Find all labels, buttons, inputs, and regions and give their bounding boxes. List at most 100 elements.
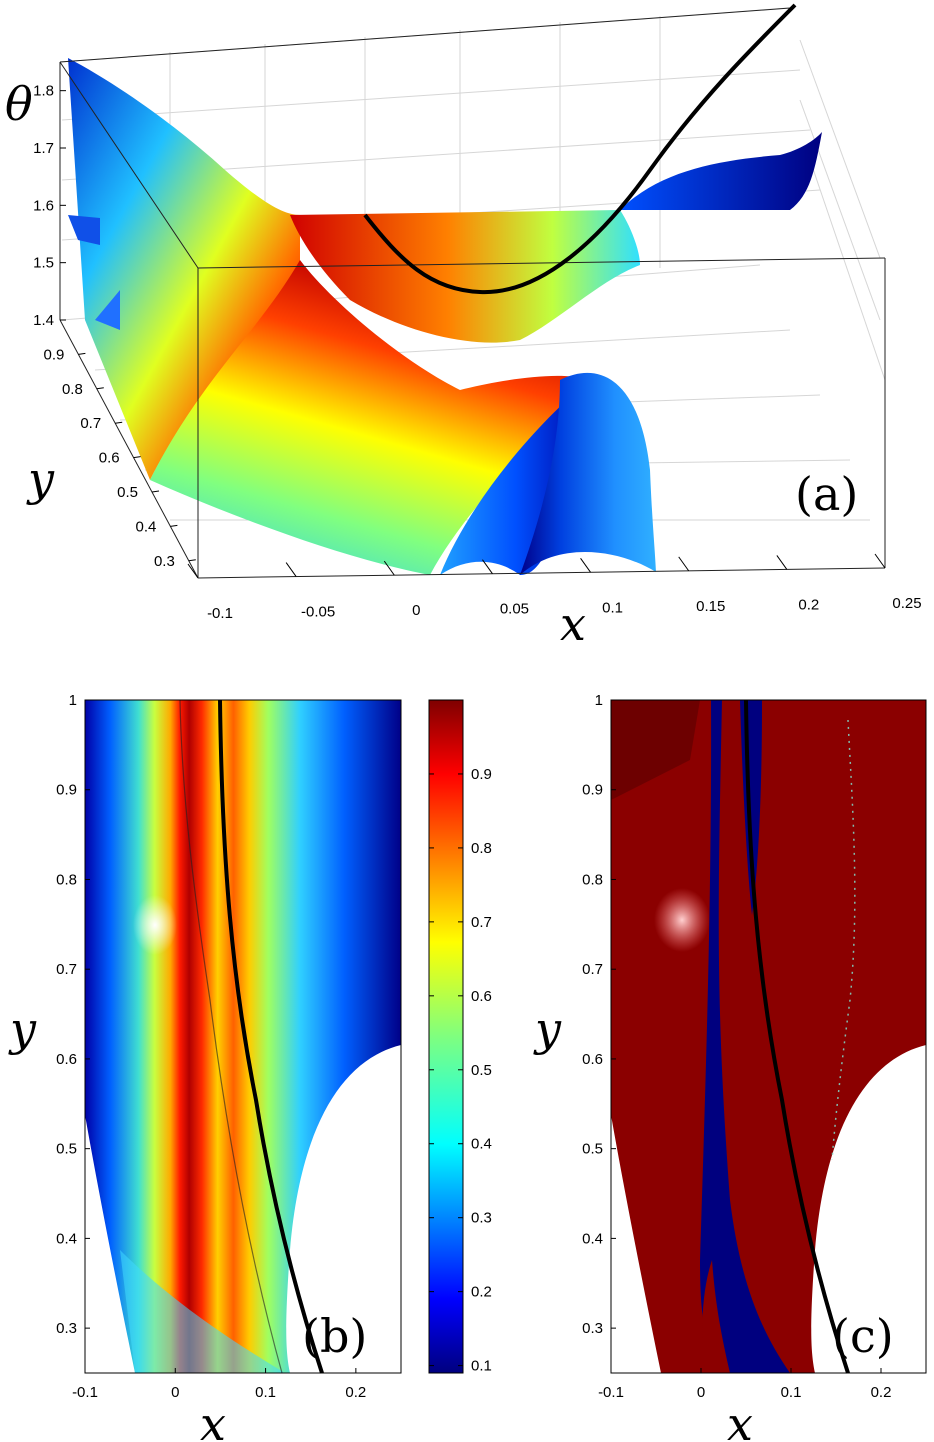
panel-c-pink-spot <box>654 888 710 952</box>
y-tick-label: 0.4 <box>56 1230 77 1247</box>
y-tick-label: 0.5 <box>56 1141 77 1158</box>
z-tick-label: 1.4 <box>33 312 54 329</box>
panel-c-label: (c) <box>832 1309 894 1363</box>
x-tick-mark <box>482 559 493 575</box>
x-tick-label: 0 <box>412 602 420 619</box>
y-tick-label: 0.9 <box>56 782 77 799</box>
panel-c-field-shape <box>611 700 926 1373</box>
panel-c-frame <box>610 699 927 1374</box>
panel-c-x-label: x <box>727 1397 753 1442</box>
panel-b-x-ticks: -0.1 0 0.1 0.2 <box>72 1368 366 1401</box>
panel-c-dark-top <box>611 700 700 800</box>
x-tick-mark <box>874 553 886 569</box>
panel-b-curve <box>218 699 324 1374</box>
panel-a-surface-plot: 1.4 1.5 1.6 1.7 1.8 0.3 0.4 0.5 0.6 0.7 0.8 0.9 -0… <box>5 3 922 651</box>
x-tick-label: 0.2 <box>871 1384 892 1401</box>
x-tick-label: 0.2 <box>345 1384 366 1401</box>
x-tick-label: 0 <box>697 1384 705 1401</box>
x-tick-label: 0.25 <box>892 595 921 612</box>
x-tick-mark <box>285 562 297 577</box>
y-tick-label: 0.5 <box>117 484 138 501</box>
colorbar-tick-label: 0.1 <box>471 1358 492 1375</box>
panel-a-curve <box>363 3 797 295</box>
surface-left-tab <box>68 215 100 245</box>
panel-a-x-ticks: -0.1 -0.05 0 0.05 0.1 0.15 0.2 0.25 <box>187 553 922 622</box>
surface-upper-ridge <box>290 210 640 343</box>
colorbar-tick-label: 0.4 <box>471 1136 492 1153</box>
z-tick-label: 1.6 <box>33 197 54 214</box>
colorbar-tick-label: 0.5 <box>471 1062 492 1079</box>
y-tick-mark <box>170 524 178 527</box>
panel-b-frame <box>84 699 402 1374</box>
panel-c-y-label: y <box>533 1002 562 1056</box>
surface-center-sheet <box>150 260 590 575</box>
z-tick-label: 1.8 <box>33 83 54 100</box>
panel-c-red-sliver <box>702 1260 730 1373</box>
panel-a-y-label: y <box>26 452 55 506</box>
y-tick-mark <box>133 456 141 459</box>
panel-a-box <box>59 7 886 579</box>
y-tick-label: 0.3 <box>154 553 175 570</box>
y-tick-label: 0.4 <box>136 518 157 535</box>
panel-b-label: (b) <box>302 1309 367 1363</box>
surface-right-wing <box>620 132 822 210</box>
panel-b-thin-curve <box>179 699 283 1374</box>
panel-b-y-label: y <box>8 1002 37 1056</box>
panel-a-surface <box>68 58 822 575</box>
y-tick-label: 0.6 <box>99 450 120 467</box>
y-tick-label: 0.9 <box>582 782 603 799</box>
y-tick-label: 0.9 <box>44 346 65 363</box>
y-tick-label: 0.4 <box>582 1230 603 1247</box>
x-tick-label: 0.1 <box>781 1384 802 1401</box>
y-tick-mark <box>78 352 86 355</box>
x-tick-mark <box>383 560 395 576</box>
panel-a-y-ticks: 0.3 0.4 0.5 0.6 0.7 0.8 0.9 <box>44 346 196 570</box>
panel-a-z-label: θ <box>5 77 33 131</box>
x-tick-label: 0.1 <box>602 599 623 616</box>
panel-c-y-ticks: 0.3 0.4 0.5 0.6 0.7 0.8 0.9 1 <box>582 692 616 1337</box>
y-tick-label: 0.7 <box>80 415 101 432</box>
x-tick-label: -0.1 <box>207 605 233 622</box>
panel-c-field <box>611 700 926 1373</box>
surface-far-right-flap <box>520 372 656 575</box>
colorbar-ticks: 0.1 0.2 0.3 0.4 0.5 0.6 0.7 0.8 0.9 <box>429 766 492 1375</box>
panel-b-white-spot <box>133 895 177 955</box>
panel-c-curve <box>744 699 850 1374</box>
panel-c-heatmap: -0.1 0 0.1 0.2 0.3 0.4 0.5 0.6 0.7 0.8 0.9 1 x y (… <box>533 692 927 1442</box>
y-tick-label: 1 <box>69 692 77 709</box>
panel-a-z-ticks: 1.4 1.5 1.6 1.7 1.8 <box>33 83 66 329</box>
panel-b-heatmap: -0.1 0 0.1 0.2 0.3 0.4 0.5 0.6 0.7 0.8 0.9 1 x y (… <box>8 692 492 1442</box>
panel-b-lower-fade <box>120 1250 285 1373</box>
y-tick-label: 1 <box>595 692 603 709</box>
panel-c-x-ticks: -0.1 0 0.1 0.2 <box>598 1368 891 1401</box>
x-tick-mark <box>580 557 591 573</box>
y-tick-label: 0.7 <box>56 961 77 978</box>
y-tick-mark <box>151 490 160 493</box>
z-tick-label: 1.7 <box>33 140 54 157</box>
y-tick-label: 0.3 <box>582 1320 603 1337</box>
y-tick-mark <box>115 421 123 424</box>
y-tick-label: 0.8 <box>56 871 77 888</box>
x-tick-label: 0.2 <box>798 596 819 613</box>
colorbar-tick-label: 0.2 <box>471 1284 492 1301</box>
y-tick-label: 0.3 <box>56 1320 77 1337</box>
x-tick-label: -0.1 <box>598 1384 624 1401</box>
colorbar <box>428 699 464 1374</box>
panel-b-y-ticks: 0.3 0.4 0.5 0.6 0.7 0.8 0.9 1 <box>56 692 90 1337</box>
surface-left-wall <box>68 58 300 480</box>
colorbar-tick-label: 0.7 <box>471 914 492 931</box>
x-tick-label: 0.1 <box>255 1384 276 1401</box>
x-tick-mark <box>187 563 199 579</box>
y-tick-label: 0.6 <box>582 1051 603 1068</box>
panel-b-x-label: x <box>200 1397 226 1442</box>
x-tick-label: 0.15 <box>696 598 725 615</box>
y-tick-mark <box>188 559 196 562</box>
x-tick-mark <box>678 556 690 572</box>
colorbar-tick-label: 0.6 <box>471 988 492 1005</box>
x-tick-label: -0.1 <box>72 1384 98 1401</box>
colorbar-tick-label: 0.9 <box>471 766 492 783</box>
colorbar-tick-label: 0.3 <box>471 1210 492 1227</box>
y-tick-label: 0.8 <box>582 871 603 888</box>
panel-c-blue-region-1 <box>700 700 790 1373</box>
